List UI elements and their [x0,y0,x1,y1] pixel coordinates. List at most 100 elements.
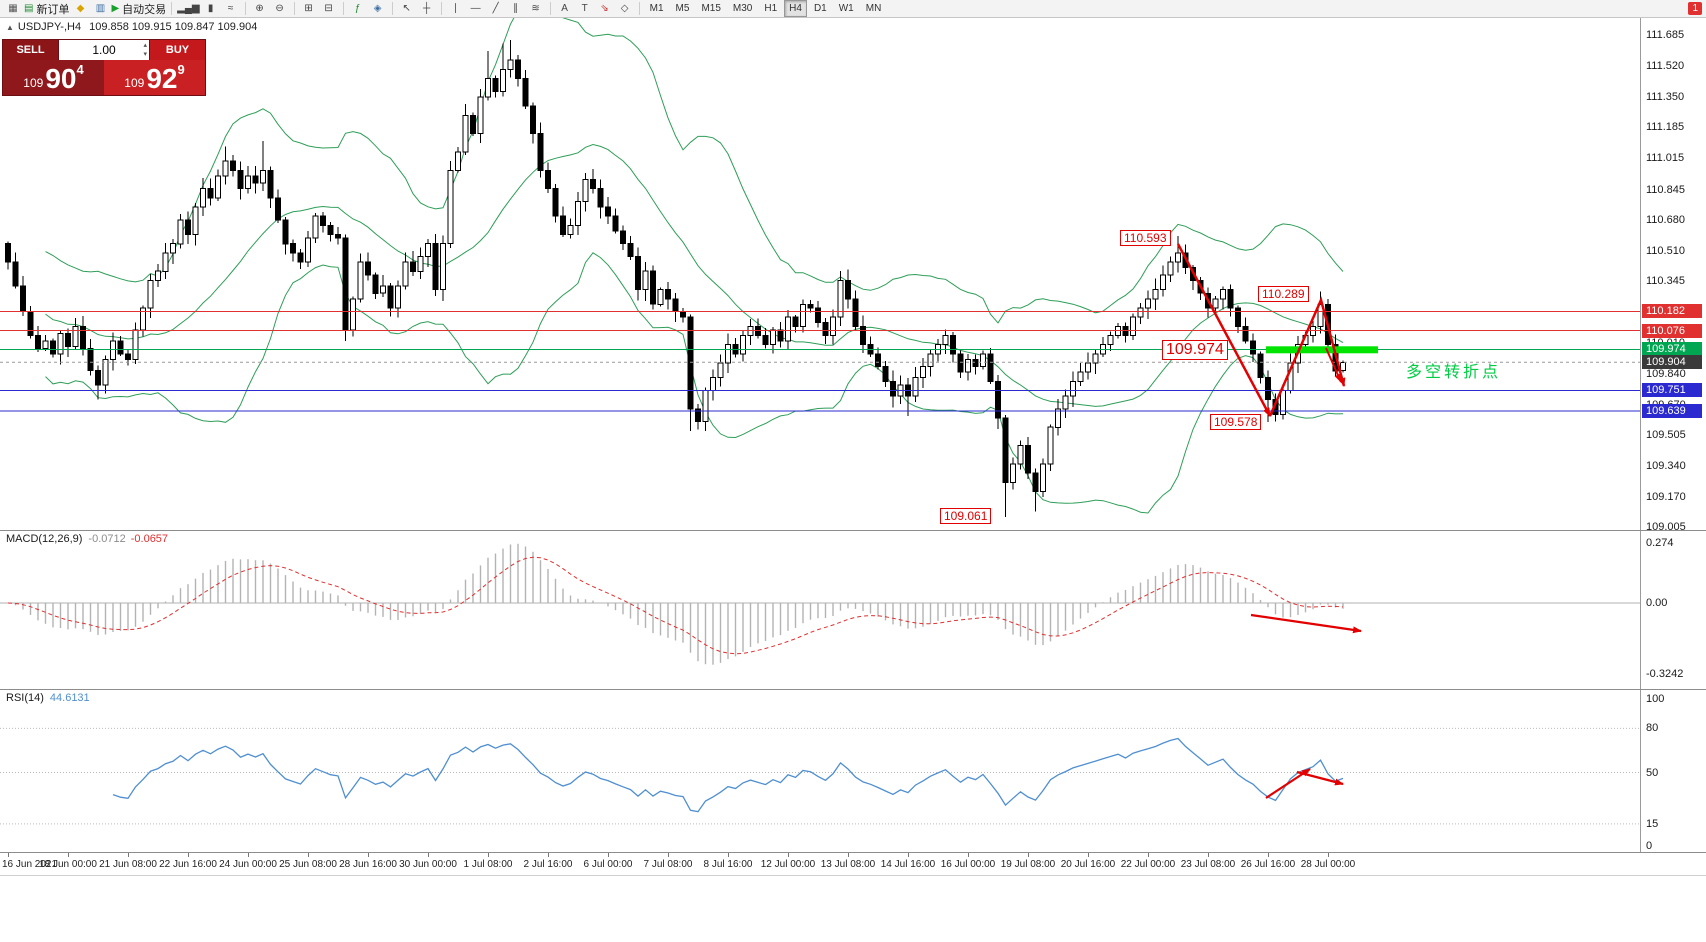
cursor-icon: ↖ [402,2,411,14]
price-axis-label: 109.170 [1646,491,1686,503]
main-chart-panel: ▲ USDJPY-,H4 109.858 109.915 109.847 109.9… [0,1,1706,533]
time-axis-tick [608,853,609,857]
buy-price-prefix: 109 [124,76,145,90]
bar-chart-icon[interactable]: ▂▄▆ [177,1,199,17]
time-axis-label: 28 Jul 00:00 [1300,859,1356,870]
time-axis[interactable]: 16 Jun 2021 18 Jun 00:00 21 Jun 08:00 22 Ju… [0,853,1706,876]
sell-price[interactable]: 109 90 4 [3,60,104,95]
volume-up-icon[interactable]: ▴ [143,42,147,49]
objects-list-icon[interactable]: ◈ [369,1,387,17]
buy-button[interactable]: BUY [150,40,205,60]
price-axis-label: 109.005 [1646,521,1686,533]
chart-plot-area[interactable] [0,1,1640,535]
price-axis-label: 110.345 [1646,275,1685,287]
time-axis-tick [188,853,189,857]
timeframe-h4[interactable]: H4 [784,0,807,17]
trendline-icon[interactable]: ╱ [487,1,505,17]
time-axis-tick [8,853,9,857]
time-axis-label: 25 Jun 08:00 [279,859,337,870]
indicators-icon: ƒ [354,2,361,14]
notification-badge[interactable]: 1 [1688,2,1702,15]
annotation-price-label[interactable]: 109.578 [1210,414,1262,430]
rsi-panel: RSI(14) 44.6131 100 80 50 15 0 [0,690,1706,853]
price-axis-label: 111.350 [1646,91,1685,103]
new-order-button[interactable]: ▤ 新订单 [24,1,69,17]
macd-plot-area[interactable] [0,531,1640,694]
toolbar-separator [549,2,551,15]
timeframe-h1[interactable]: H1 [764,3,778,14]
price-level-tag: 110.076 [1642,324,1702,338]
time-axis-tick [488,853,489,857]
time-axis-tick [428,853,429,857]
macd-axis[interactable]: 0.274 0.00 -0.3242 [1640,531,1706,689]
crosshair-icon: ┼ [423,2,431,14]
time-axis-label: 16 Jun 2021 [2,859,58,870]
timeframe-m15[interactable]: M15 [701,3,721,14]
layouts-icon[interactable]: ▥ [91,1,109,17]
new-chart-icon[interactable]: ▦ [4,1,22,17]
price-axis[interactable]: 111.685 111.520 111.350 111.185 111.015 110.8… [1640,18,1706,533]
timeframe-m1[interactable]: M1 [649,3,664,14]
horizontal-line-icon[interactable]: ― [467,1,485,17]
channel-icon[interactable]: ∥ [507,1,525,17]
text-label-icon[interactable]: T [576,1,594,17]
arrow-object-icon[interactable]: ⇘ [596,1,614,17]
autotrading-button[interactable]: ▶ 自动交易 [111,1,166,17]
rsi-axis-label: 15 [1646,818,1659,830]
time-axis-tick [1208,853,1209,857]
price-axis-label: 111.520 [1646,60,1685,72]
timeframe-w1[interactable]: W1 [838,3,854,14]
price-axis-label: 110.510 [1646,245,1685,257]
indicators-icon[interactable]: ƒ [349,1,367,17]
line-chart-icon[interactable]: ≈ [222,1,240,17]
annotation-price-label[interactable]: 109.061 [940,508,992,524]
time-axis-label: 6 Jul 00:00 [583,859,633,870]
time-axis-label: 22 Jun 16:00 [159,859,217,870]
time-axis-label: 18 Jun 00:00 [39,859,97,870]
volume-input[interactable]: 1.00 ▴ ▾ [58,40,150,60]
zoom-out-icon: ⊖ [275,2,284,14]
time-axis-tick [1148,853,1149,857]
volume-spinners[interactable]: ▴ ▾ [143,41,147,59]
candlestick-chart-icon[interactable]: ▮ [202,1,220,17]
metaeditor-icon[interactable]: ◆ [71,1,89,17]
text-icon[interactable]: A [556,1,574,17]
bottom-strip [0,876,1706,942]
zoom-in-icon[interactable]: ⊕ [251,1,269,17]
annotation-note[interactable]: 多空转折点 [1406,364,1502,381]
timeframe-m5[interactable]: M5 [675,3,690,14]
annotation-price-label[interactable]: 110.593 [1120,230,1171,246]
volume-down-icon[interactable]: ▾ [143,51,147,58]
price-axis-label: 111.185 [1646,121,1685,133]
zoom-out-icon[interactable]: ⊖ [271,1,289,17]
price-level-tag: 109.751 [1642,383,1702,397]
sell-button[interactable]: SELL [3,40,58,60]
rsi-axis[interactable]: 100 80 50 15 0 [1640,690,1706,852]
tile-windows-icon[interactable]: ⊞ [300,1,318,17]
toolbar-separator [440,2,442,15]
time-axis-label: 30 Jun 00:00 [399,859,457,870]
rsi-plot-area[interactable] [0,690,1640,857]
time-axis-tick [1268,853,1269,857]
timeframe-mn[interactable]: MN [865,3,882,14]
shapes-icon[interactable]: ◇ [616,1,634,17]
time-axis-tick [908,853,909,857]
rsi-axis-label: 0 [1646,840,1653,852]
cascade-windows-icon[interactable]: ⊟ [320,1,338,17]
metaeditor-icon: ◆ [76,2,85,14]
sell-price-big: 90 [45,63,77,94]
crosshair-icon[interactable]: ┼ [418,1,436,17]
fibonacci-icon[interactable]: ≋ [527,1,545,17]
annotation-price-label[interactable]: 110.289 [1258,286,1309,302]
autotrading-icon: ▶ [111,2,120,14]
macd-signal-value: -0.0657 [130,533,169,545]
buy-price[interactable]: 109 92 9 [104,60,205,95]
annotation-price-label[interactable]: 109.974 [1162,340,1228,360]
price-level-tag: 109.974 [1642,342,1702,356]
collapse-trade-panel-icon[interactable]: ▲ [6,23,14,32]
timeframe-m30[interactable]: M30 [732,3,753,14]
vertical-line-icon[interactable]: ∣ [447,1,465,17]
cursor-icon[interactable]: ↖ [398,1,416,17]
timeframe-d1[interactable]: D1 [813,3,827,14]
time-axis-label: 7 Jul 08:00 [643,859,693,870]
